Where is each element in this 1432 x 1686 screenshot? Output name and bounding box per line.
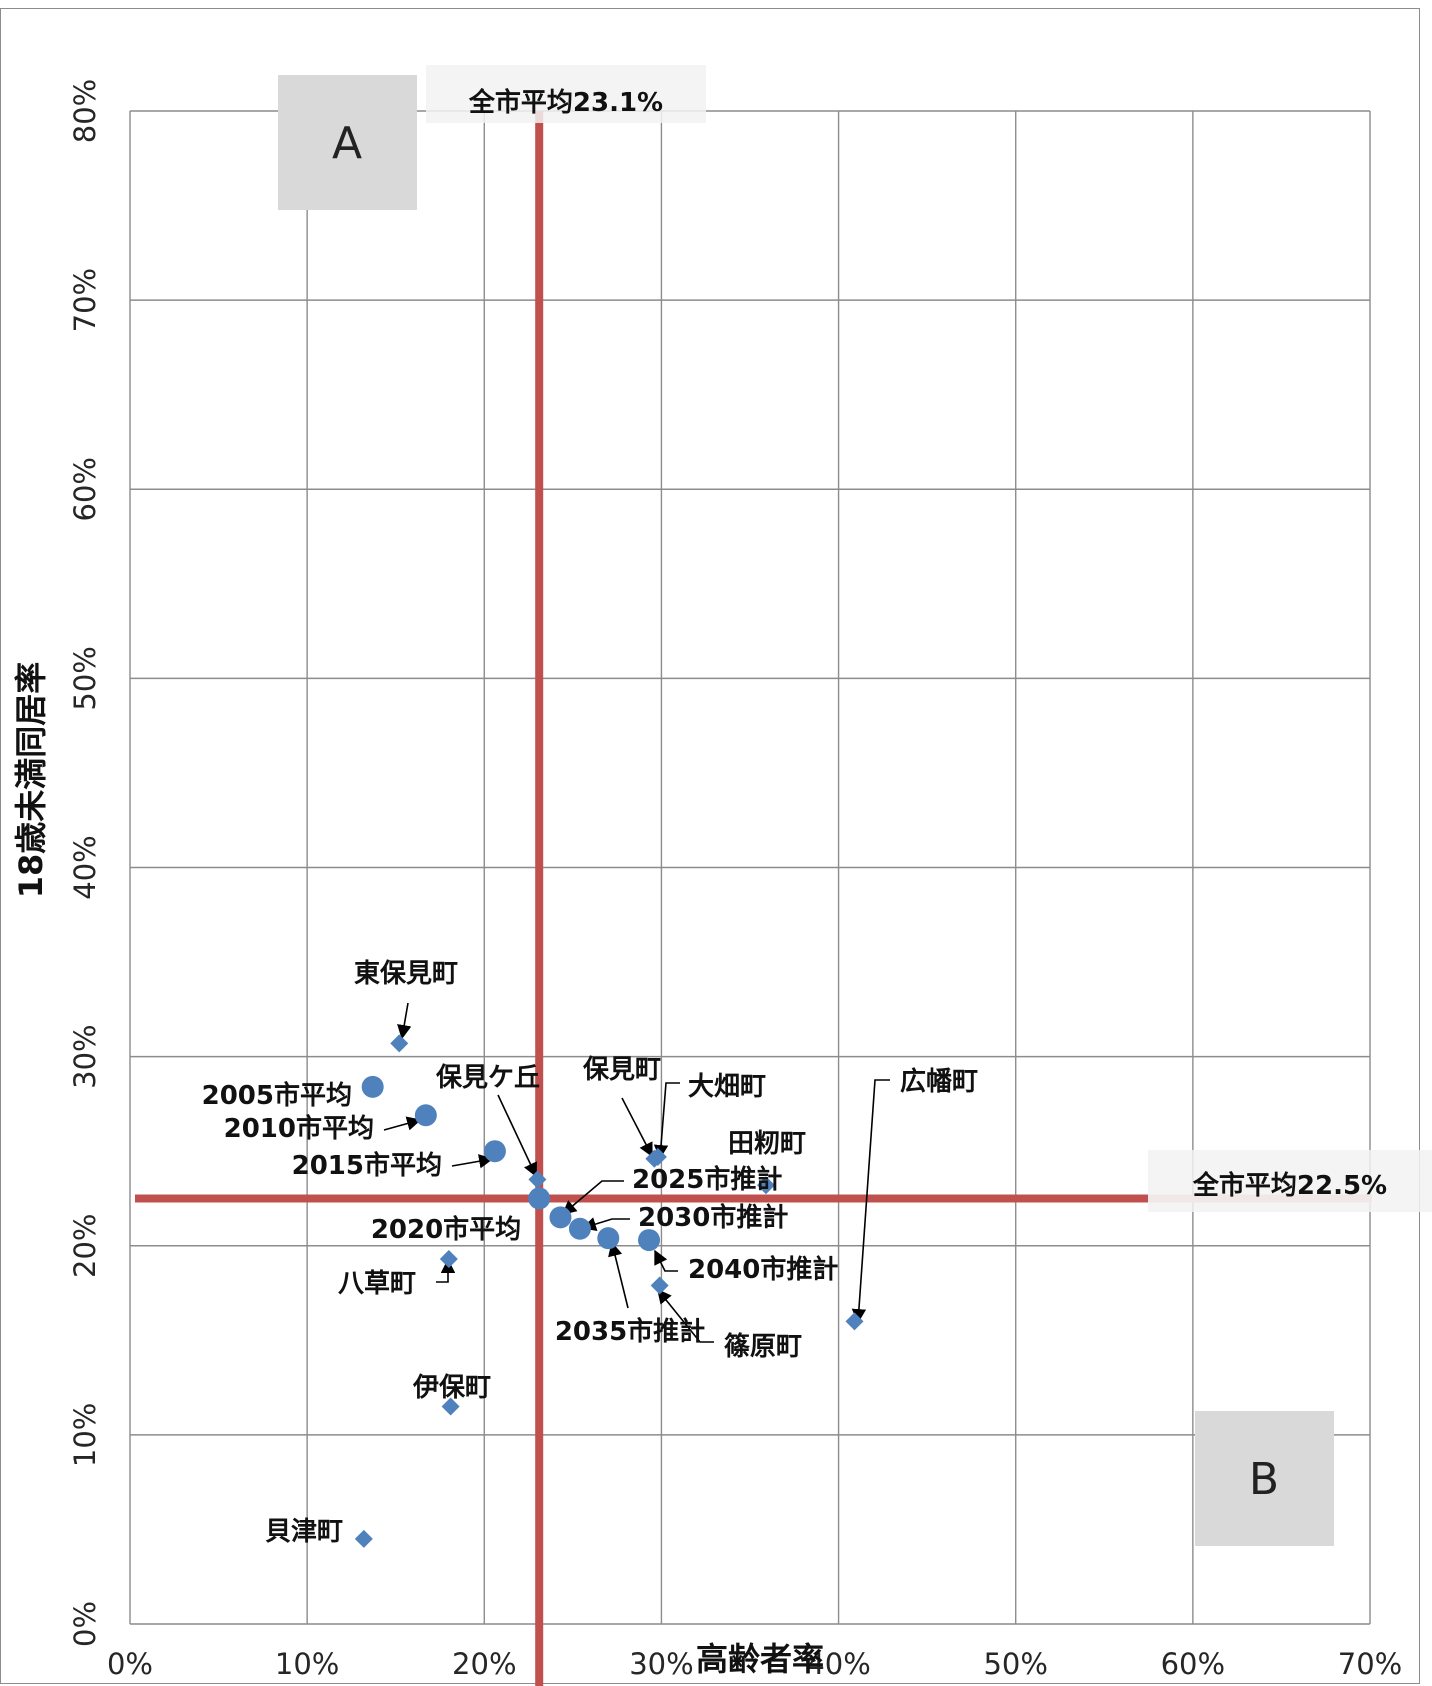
x-tick-label: 40% [806, 1647, 870, 1681]
x-tick-label: 10% [275, 1647, 339, 1681]
data-point-circle [597, 1227, 620, 1250]
y-tick-label: 60% [68, 457, 102, 521]
point-label: 東保見町 [354, 959, 458, 989]
x-tick-label: 0% [107, 1647, 153, 1681]
leader-arrow [621, 1097, 653, 1158]
leader-arrow [653, 1082, 680, 1160]
tick-labels: 0% 10% 20% 30% 40% 50% 60% 70% 0% 10% 20% 30% 40% 50%… [68, 79, 1402, 1681]
data-point-diamond [756, 1176, 775, 1195]
leader-arrow [383, 1116, 422, 1131]
reference-label-box-horizontal [1148, 1150, 1432, 1212]
reference-lines: 全市平均23.1% 全市平均22.5% [135, 65, 1432, 1686]
point-label: 2035市推計 [555, 1316, 705, 1347]
x-tick-label: 20% [452, 1647, 516, 1681]
data-point-diamond [441, 1397, 460, 1416]
quadrant-box-a: A [278, 75, 417, 210]
leader-arrow [581, 1217, 630, 1232]
point-label: 2015市平均 [292, 1150, 442, 1181]
data-point-circle [483, 1140, 506, 1163]
leader-arrow [561, 1180, 624, 1215]
data-point-diamond [390, 1034, 409, 1053]
y-tick-label: 0% [68, 1601, 102, 1647]
point-label: 2025市推計 [632, 1164, 782, 1195]
reference-label-box-vertical [426, 65, 706, 123]
data-point-diamond [648, 1147, 667, 1166]
y-tick-label: 30% [68, 1024, 102, 1088]
point-label: 2005市平均 [202, 1080, 352, 1111]
point-label: 貝津町 [265, 1517, 343, 1547]
point-label: 大畑町 [688, 1072, 766, 1102]
point-label: 田籾町 [728, 1129, 806, 1159]
data-point-diamond [354, 1529, 373, 1548]
chart-frame [0, 8, 1420, 1684]
leader-arrow [451, 1154, 494, 1169]
leader-arrow [397, 1002, 412, 1040]
y-tick-label: 40% [68, 835, 102, 899]
leader-arrows [383, 1002, 890, 1343]
data-point-diamond [650, 1276, 669, 1295]
leader-arrow [851, 1079, 890, 1324]
data-point-circle [549, 1206, 572, 1229]
reference-label-horizontal: 全市平均22.5% [1192, 1170, 1387, 1201]
quadrant-label-a: A [332, 118, 362, 169]
y-tick-label: 20% [68, 1214, 102, 1278]
data-point-circle [414, 1104, 437, 1127]
data-point-diamond [845, 1312, 864, 1331]
data-points [354, 1034, 864, 1548]
point-label: 篠原町 [724, 1331, 802, 1362]
data-point-circle [568, 1217, 591, 1240]
point-label: 2040市推計 [688, 1254, 838, 1285]
point-label: 2010市平均 [224, 1113, 374, 1144]
leader-arrow [654, 1249, 678, 1272]
leader-arrow [436, 1258, 456, 1283]
leader-arrow [657, 1288, 714, 1343]
y-tick-label: 50% [68, 646, 102, 710]
reference-label-vertical: 全市平均23.1% [468, 87, 663, 118]
point-label: 伊保町 [412, 1373, 491, 1403]
y-tick-label: 80% [68, 79, 102, 143]
point-label: 2020市平均 [371, 1214, 521, 1245]
point-label: 保見ケ丘 [435, 1063, 540, 1093]
grid-lines [129, 110, 1371, 1625]
x-axis-title: 高齢者率 [696, 1640, 824, 1678]
quadrant-label-b: B [1249, 1454, 1279, 1505]
y-tick-label: 70% [68, 268, 102, 332]
point-label: 広幡町 [900, 1066, 978, 1097]
quadrant-box-b: B [1195, 1411, 1334, 1546]
x-tick-label: 60% [1161, 1647, 1225, 1681]
leader-arrow [497, 1094, 538, 1178]
y-tick-label: 10% [68, 1403, 102, 1467]
x-tick-label: 30% [629, 1647, 693, 1681]
point-label: 八草町 [338, 1269, 416, 1299]
y-axis-title: 18歳未満同居率 [12, 662, 50, 899]
x-tick-label: 70% [1338, 1647, 1402, 1681]
point-label: 2030市推計 [638, 1202, 788, 1233]
x-tick-label: 50% [983, 1647, 1047, 1681]
point-label: 保見町 [582, 1055, 661, 1085]
data-point-circle [528, 1187, 551, 1210]
data-point-diamond [528, 1170, 547, 1189]
data-point-diamond [439, 1249, 458, 1268]
data-point-circle [361, 1075, 384, 1098]
leader-arrow [608, 1241, 629, 1309]
data-point-circle [638, 1229, 661, 1252]
